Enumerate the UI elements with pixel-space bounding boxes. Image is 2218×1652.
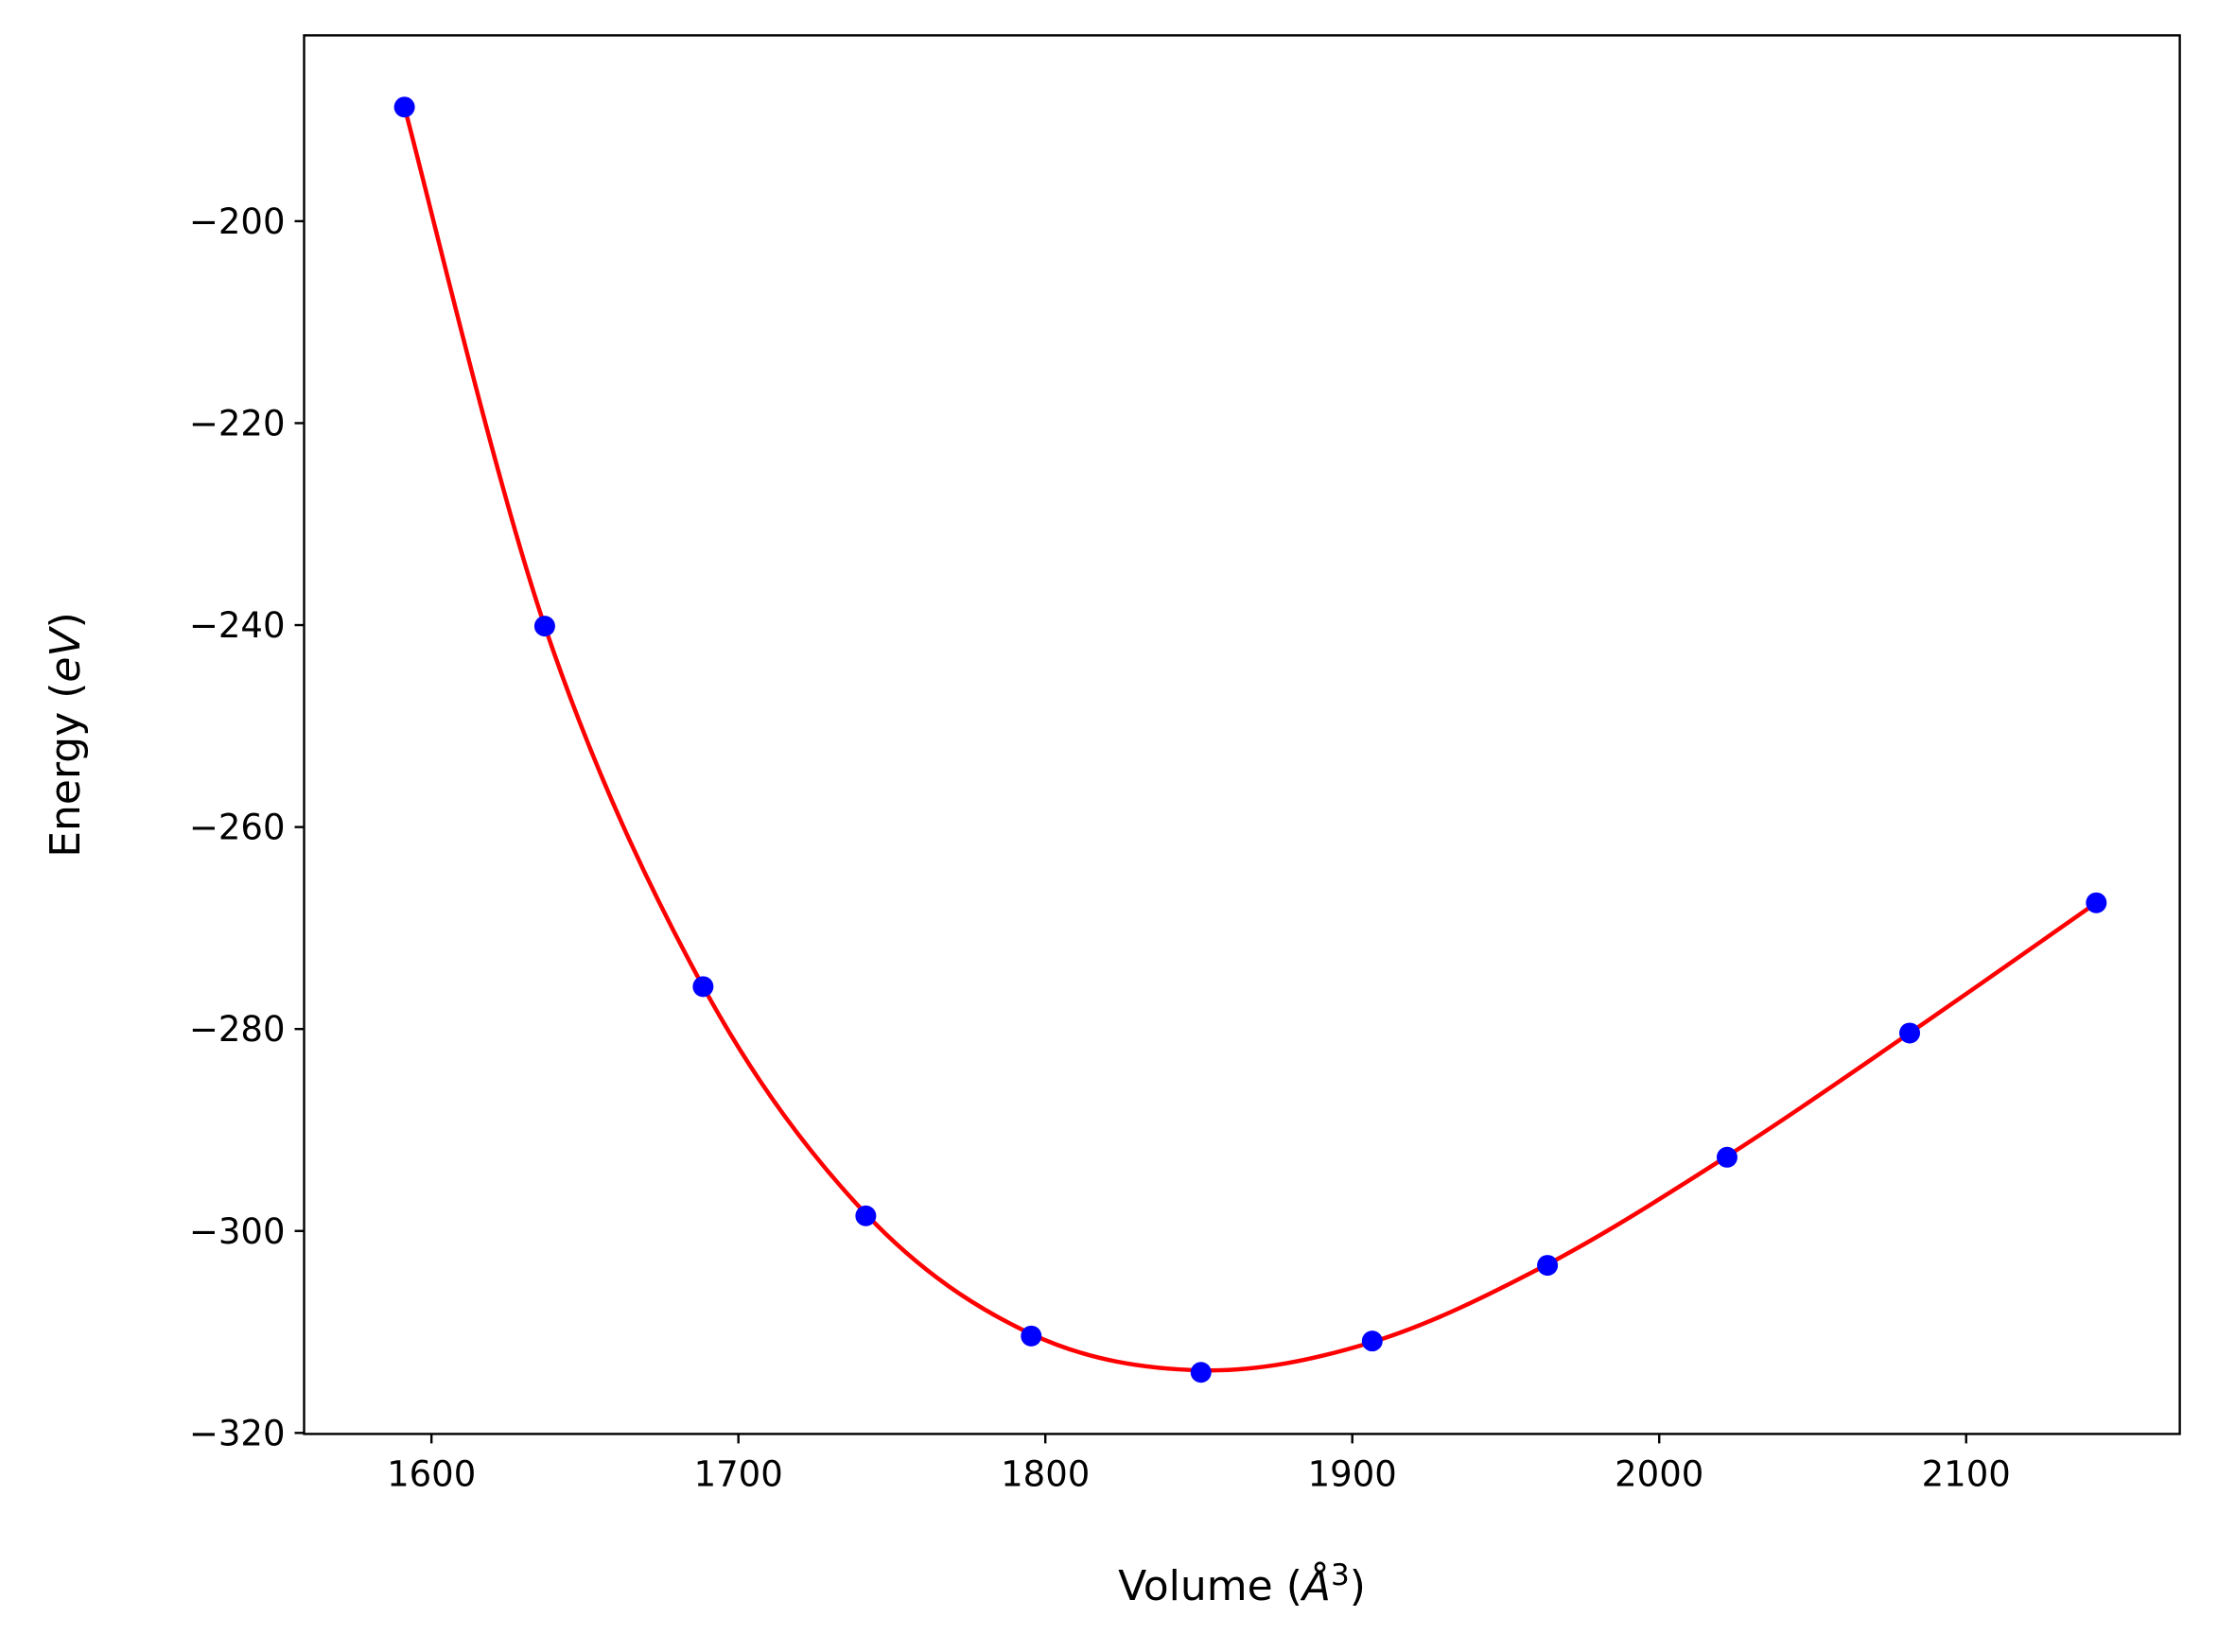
data-point <box>1021 1325 1042 1347</box>
data-point <box>393 96 415 118</box>
x-tick-label: 2100 <box>1922 1453 2011 1494</box>
data-points-layer <box>393 96 2107 1383</box>
x-tick-label: 1600 <box>387 1453 476 1494</box>
fit-curve <box>402 106 2098 1373</box>
data-point <box>1537 1255 1559 1277</box>
data-point <box>1190 1362 1212 1383</box>
data-point <box>533 616 555 637</box>
y-axis-ticks: −200 −220 −240 −260 −280 −300 −320 <box>189 201 305 1453</box>
y-tick-label: −240 <box>189 605 286 646</box>
plot-frame <box>303 34 2181 1435</box>
x-tick-label: 1800 <box>1001 1453 1090 1494</box>
data-point <box>1899 1022 1921 1044</box>
data-point <box>2086 892 2107 913</box>
fit-line-layer <box>402 106 2098 1373</box>
x-tick-label: 1700 <box>694 1453 783 1494</box>
data-point <box>1361 1330 1383 1352</box>
y-tick-label: −280 <box>189 1009 286 1050</box>
x-axis-label: Volume (Å3) <box>1118 1558 1366 1610</box>
y-tick-label: −200 <box>189 201 286 242</box>
data-point <box>1716 1146 1738 1168</box>
y-tick-label: −300 <box>189 1211 286 1252</box>
x-axis-ticks: 1600 1700 1800 1900 2000 2100 <box>387 1434 2011 1494</box>
data-point <box>692 976 714 998</box>
y-tick-label: −220 <box>189 403 286 443</box>
y-tick-label: −320 <box>189 1413 286 1453</box>
x-tick-label: 2000 <box>1615 1453 1703 1494</box>
data-point <box>855 1205 877 1226</box>
y-axis-label: Energy (eV) <box>42 612 90 858</box>
x-tick-label: 1900 <box>1308 1453 1397 1494</box>
y-tick-label: −260 <box>189 808 286 848</box>
